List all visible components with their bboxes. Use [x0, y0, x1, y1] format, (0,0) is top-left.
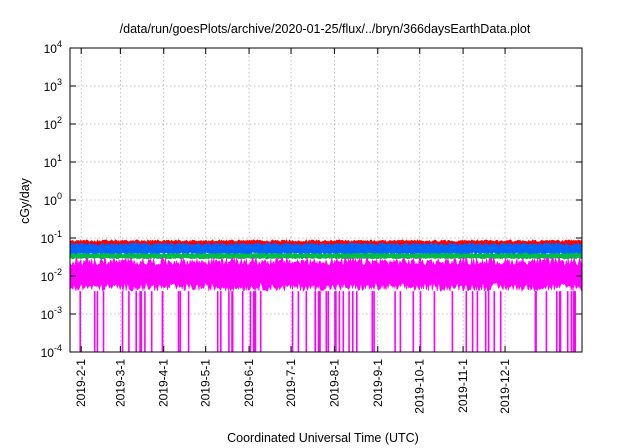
y-tick-label: 10-2: [41, 267, 62, 284]
y-tick-exponent: -1: [54, 229, 62, 239]
x-tick-label: 2019-11-1: [456, 359, 470, 413]
y-tick-exponent: 1: [57, 153, 62, 163]
y-tick-label: 103: [44, 77, 62, 94]
x-tick-label: 2019-7-1: [284, 359, 298, 407]
x-tick-label: 2019-10-1: [413, 359, 427, 414]
series-layer: [69, 239, 583, 352]
y-tick-exponent: -4: [54, 343, 62, 353]
y-axis-label: cGy/day: [18, 177, 32, 224]
y-tick-label: 102: [44, 115, 62, 132]
x-tick-label: 2019-3-1: [113, 359, 127, 407]
x-axis-label: Coordinated Universal Time (UTC): [227, 431, 419, 445]
y-tick-exponent: 2: [57, 115, 62, 125]
y-tick-base: 10: [44, 118, 58, 132]
y-tick-base: 10: [41, 308, 55, 322]
y-tick-base: 10: [41, 232, 55, 246]
y-tick-label: 10-3: [41, 305, 62, 322]
y-tick-label: 10-1: [41, 229, 62, 246]
y-tick-label: 101: [44, 153, 62, 170]
y-tick-base: 10: [44, 42, 58, 56]
y-tick-base: 10: [44, 194, 58, 208]
x-tick-label: 2019-2-1: [74, 359, 88, 407]
x-tick-label: 2019-12-1: [498, 359, 512, 414]
x-tick-label: 2019-6-1: [242, 359, 256, 407]
y-tick-label: 100: [44, 191, 62, 208]
chart-title: /data/run/goesPlots/archive/2020-01-25/f…: [120, 22, 531, 36]
y-tick-base: 10: [44, 156, 58, 170]
x-tick-label: 2019-4-1: [157, 359, 171, 407]
series-dropouts: [79, 291, 576, 352]
y-tick-exponent: 0: [57, 191, 62, 201]
y-tick-base: 10: [41, 270, 55, 284]
x-tick-label: 2019-5-1: [199, 359, 213, 407]
x-tick-label: 2019-9-1: [371, 359, 385, 407]
y-tick-base: 10: [41, 346, 55, 360]
y-tick-exponent: 3: [57, 77, 62, 87]
y-tick-base: 10: [44, 80, 58, 94]
y-tick-label: 104: [44, 39, 62, 56]
x-tick-label: 2019-8-1: [327, 359, 341, 407]
y-tick-exponent: -3: [54, 305, 62, 315]
x-axis: 2019-2-1 2019-3-1 2019-4-1 2019-5-1 2019-6-1…: [74, 48, 512, 414]
y-tick-exponent: -2: [54, 267, 62, 277]
series-band-4: [69, 256, 583, 293]
y-tick-label: 10-4: [41, 343, 62, 360]
y-tick-exponent: 4: [57, 39, 62, 49]
